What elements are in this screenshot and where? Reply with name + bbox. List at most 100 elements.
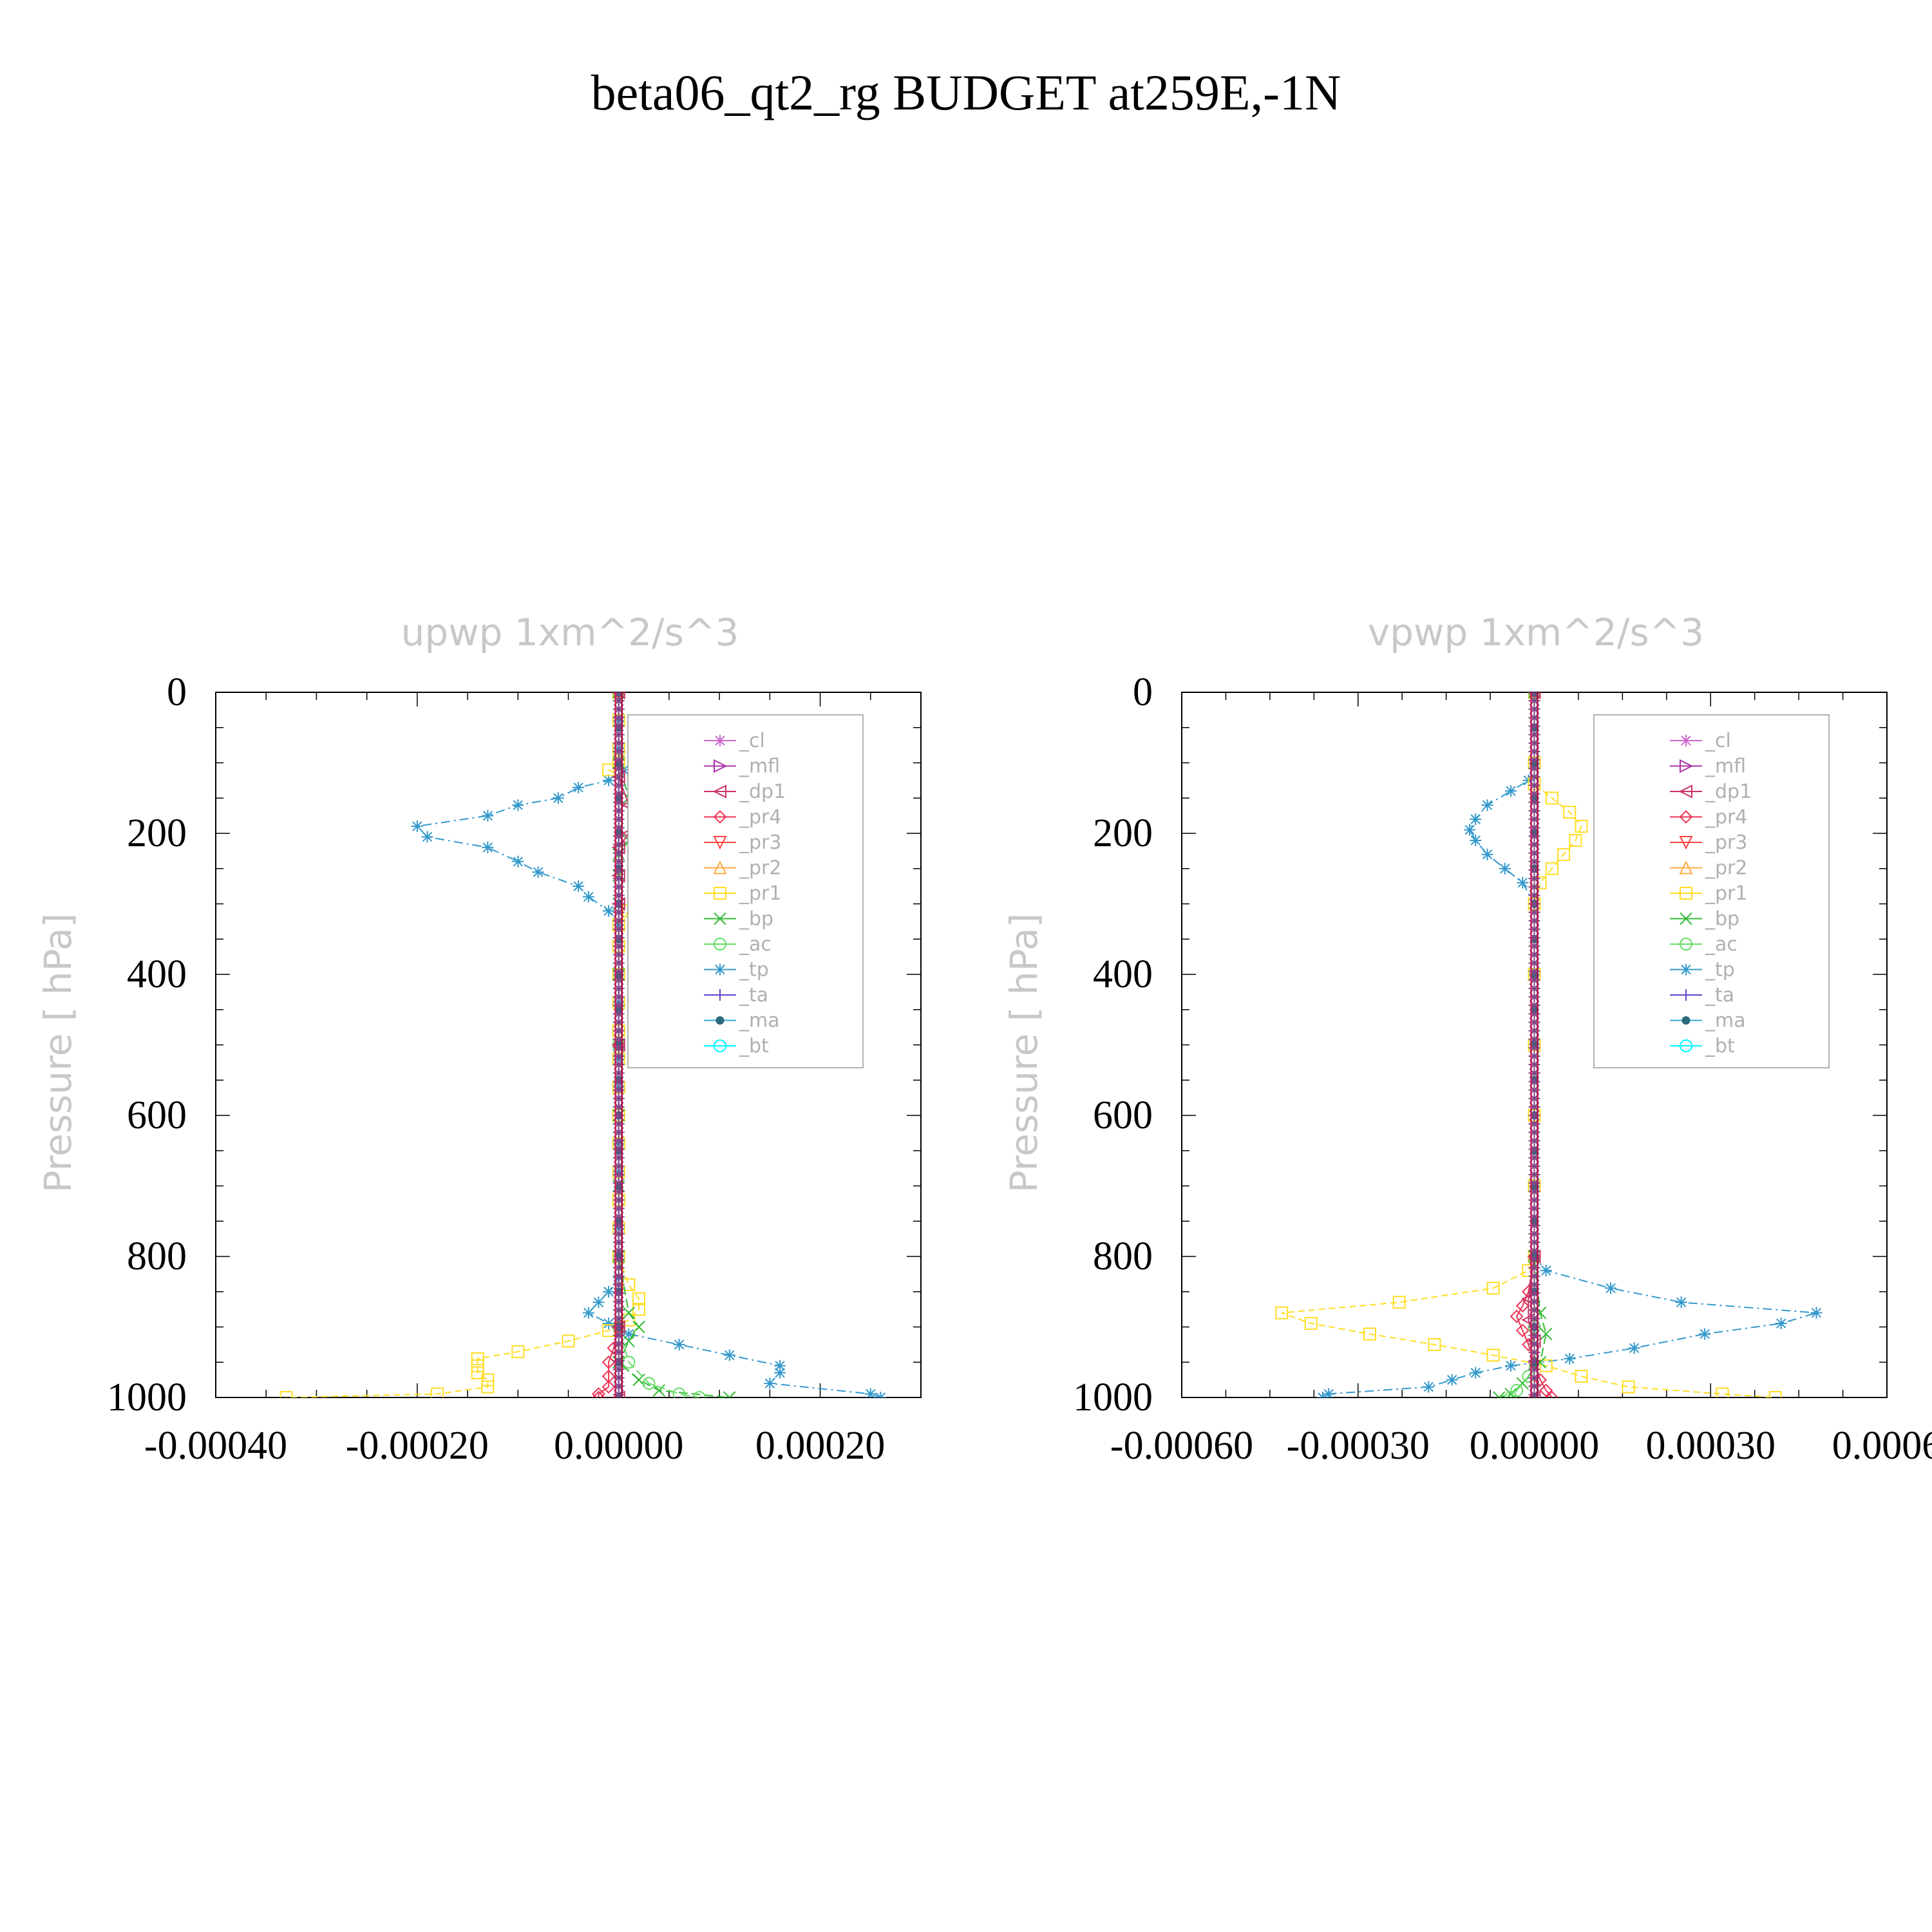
data-point-tp [1464,824,1476,836]
data-point-ac [642,1377,656,1390]
data-point-stack [1528,1084,1540,1096]
legend-marker-bt [714,1039,726,1052]
data-point-stack [612,712,625,724]
legend-label-cl: _cl [739,730,765,752]
data-point-stack [1528,1168,1540,1180]
panel-vpwp: vpwp 1xm^2/s^3 Pressure [ hPa] 0 200 400 60… [1002,611,1932,1468]
data-point-stack [1528,737,1540,749]
data-point-stack [1528,1033,1540,1045]
data-point-stack [1528,695,1540,707]
data-point-pr1 [1428,1338,1441,1351]
data-point-ac [622,1356,636,1369]
data-point-stack [612,873,625,885]
legend-label-pr1: _pr1 [1705,882,1747,905]
data-point-stack [1528,1304,1540,1316]
series-line-pr1 [286,692,772,1397]
legend-label-bt: _bt [739,1035,769,1057]
data-point-stack [612,1016,625,1028]
data-point-pr4 [1545,1390,1559,1397]
y-tick-label: 1000 [1073,1376,1153,1419]
data-point-stack [612,1084,625,1096]
data-point-stack [612,830,625,842]
data-point-tp [618,764,630,776]
data-point-pr1 [481,1380,495,1394]
data-point-stack [1528,1041,1540,1054]
data-point-pr1 [1569,833,1582,847]
legend-box [627,714,864,1068]
data-point-stack [1528,1388,1540,1397]
data-point-tp [482,810,494,822]
data-point-tp [573,781,585,793]
data-point-stack [1528,1278,1540,1291]
data-point-stack [1528,1202,1540,1215]
data-point-stack [612,957,625,969]
legend-marker-dp1 [1678,784,1692,799]
data-point-tp [603,1318,615,1330]
data-point-stack [612,1101,625,1113]
data-point-stack [612,1135,625,1147]
data-point-stack [612,822,625,834]
data-point-stack [1528,940,1540,952]
data-point-pr4 [601,1369,616,1383]
data-point-stack [1528,965,1540,978]
legend-label-tp: _tp [739,959,769,981]
data-point-stack [612,1126,625,1139]
data-point-stack [1528,949,1540,961]
legend-marker-ac [714,938,726,951]
data-point-tp [1564,1352,1576,1365]
data-point-pr1 [511,1345,525,1358]
x-tick-label: 0.0006 [1832,1424,1932,1468]
legend-marker-cl [714,735,726,746]
data-point-stack [1528,1346,1540,1358]
data-point-stack [1528,788,1540,800]
data-point-pr1 [1575,1370,1588,1383]
data-point-tp [512,855,524,867]
data-point-stack [612,1253,625,1265]
data-point-stack [612,864,625,876]
panel-title: upwp 1xm^2/s^3 [401,611,739,654]
data-point-stack [1528,1092,1540,1104]
y-tick-label: 400 [127,952,187,996]
data-point-stack [612,813,625,826]
data-point-stack [612,796,625,808]
data-point-stack [1528,796,1540,808]
data-point-stack [1528,914,1540,927]
data-point-pr4 [1510,1309,1524,1323]
data-point-stack [1528,1211,1540,1223]
data-point-stack [612,855,625,867]
data-point-stack [1528,974,1540,986]
data-point-tp [864,1388,876,1397]
data-point-stack [612,906,625,918]
data-point-stack [1528,1194,1540,1206]
data-point-stack [1528,1219,1540,1231]
x-tick-label: -0.00020 [346,1424,489,1468]
data-point-pr1 [431,1387,444,1397]
data-point-stack [1528,1236,1540,1249]
data-point-stack [1528,1372,1540,1384]
data-point-stack [612,1312,625,1325]
legend-marker-mfl [1680,759,1694,773]
data-point-stack [612,1363,625,1376]
data-point-stack [612,1296,625,1308]
data-point-stack [1528,720,1540,732]
data-point-stack [1528,771,1540,783]
data-point-ac [672,1387,686,1397]
legend-label-mfl: _mfl [1705,755,1746,778]
data-point-stack [612,1059,625,1071]
data-point-stack [1528,1380,1540,1392]
data-point-tp [1628,1342,1640,1354]
data-point-tp [623,1328,635,1340]
series-line-ac [1510,692,1535,1397]
data-point-tp [1470,1367,1482,1379]
data-point-pr1 [1363,1327,1376,1341]
y-axis-label: Pressure [ hPa] [1002,913,1046,1193]
data-point-stack [612,1118,625,1130]
y-tick-label: 400 [1093,952,1153,996]
data-point-stack [612,1151,625,1164]
y-tick-label: 800 [127,1235,187,1278]
data-point-stack [612,974,625,986]
data-point-pr1 [1716,1387,1729,1397]
legend-marker-pr1 [714,887,726,900]
data-point-stack [1528,906,1540,918]
data-point-stack [1528,1067,1540,1079]
